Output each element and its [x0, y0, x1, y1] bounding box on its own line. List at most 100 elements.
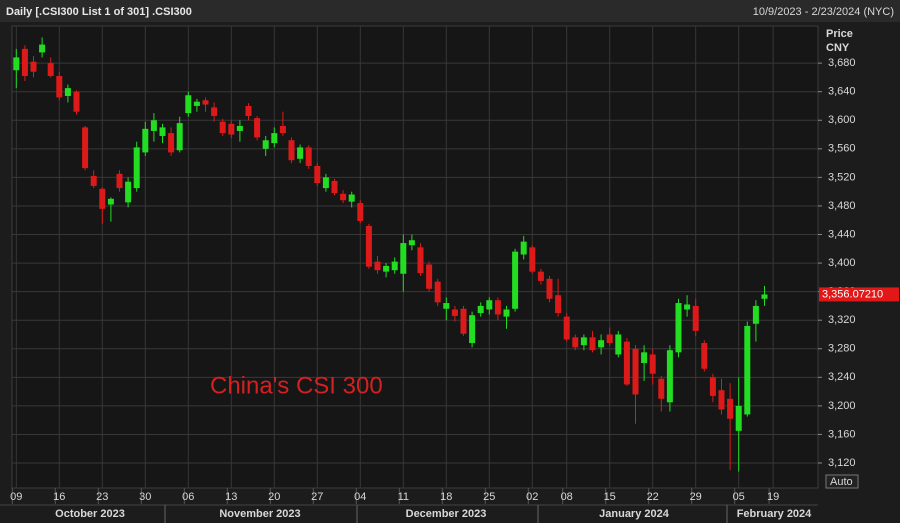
- candle-body: [675, 303, 682, 353]
- candle-body: [761, 294, 768, 299]
- candle-body: [73, 91, 80, 112]
- candle-body: [555, 295, 562, 314]
- candle-body: [503, 309, 510, 317]
- candle-body: [168, 133, 175, 153]
- candle-body: [322, 177, 329, 189]
- candle-body: [572, 337, 579, 348]
- y-tick-label: 3,240: [828, 371, 856, 383]
- candle-body: [615, 334, 622, 355]
- candle-body: [623, 341, 630, 385]
- y-tick-label: 3,600: [828, 114, 856, 126]
- candle-body: [477, 305, 484, 314]
- candle-body: [658, 378, 665, 399]
- candle-body: [649, 354, 656, 374]
- x-tick-label: 02: [526, 491, 538, 503]
- candle-body: [426, 264, 433, 289]
- x-tick-label: 27: [311, 491, 323, 503]
- candle-body: [486, 300, 493, 310]
- candle-body: [142, 128, 149, 153]
- candle-body: [735, 405, 742, 431]
- candle-body: [357, 203, 364, 221]
- y-tick-label: 3,320: [828, 314, 856, 326]
- plot-area: [11, 25, 819, 489]
- annotation: China's CSI 300: [210, 372, 383, 399]
- candle-body: [451, 309, 458, 316]
- y-tick-label: 3,280: [828, 343, 856, 355]
- y-tick-label: 3,160: [828, 428, 856, 440]
- candle-body: [563, 316, 570, 340]
- candle-body: [606, 334, 613, 344]
- x-tick-label: 22: [647, 491, 659, 503]
- month-label: February 2024: [737, 508, 812, 520]
- candle-body: [219, 121, 226, 134]
- candle-body: [512, 251, 519, 309]
- candle-body: [21, 48, 28, 76]
- candle-body: [279, 125, 286, 134]
- candle-body: [417, 247, 424, 274]
- y-tick-label: 3,400: [828, 257, 856, 269]
- last-price-label: 3,356.07210: [822, 288, 883, 300]
- candle-body: [56, 75, 63, 98]
- candle-body: [150, 120, 157, 131]
- x-tick-label: 06: [182, 491, 194, 503]
- candle-body: [47, 63, 54, 76]
- candle-body: [469, 315, 476, 344]
- scale-button[interactable]: [825, 474, 859, 489]
- candle-body: [709, 377, 716, 396]
- month-label: November 2023: [219, 508, 300, 520]
- candle-body: [666, 350, 673, 403]
- x-tick-label: 08: [561, 491, 573, 503]
- x-tick-label: 30: [139, 491, 151, 503]
- x-tick-label: 09: [10, 491, 22, 503]
- candle-body: [159, 127, 166, 136]
- candle-body: [297, 147, 304, 159]
- candle-body: [99, 188, 106, 209]
- candle-body: [262, 140, 269, 149]
- candle-body: [529, 247, 536, 272]
- candle-body: [744, 325, 751, 415]
- candle-body: [408, 240, 415, 246]
- candle-body: [271, 133, 278, 144]
- candle-body: [400, 243, 407, 274]
- candle-body: [176, 123, 183, 151]
- candle-body: [288, 140, 295, 161]
- candle-body: [383, 265, 390, 272]
- y-axis-unit: CNY: [826, 42, 850, 54]
- candle-body: [537, 271, 544, 281]
- x-tick-label: 25: [483, 491, 495, 503]
- x-tick-label: 13: [225, 491, 237, 503]
- candle-body: [202, 100, 209, 105]
- candle-body: [460, 308, 467, 334]
- header-bar: [0, 0, 900, 22]
- month-label: December 2023: [406, 508, 487, 520]
- x-tick-label: 20: [268, 491, 280, 503]
- candle-body: [692, 305, 699, 331]
- candle-body: [116, 173, 123, 189]
- candle-body: [641, 352, 648, 364]
- candle-body: [193, 101, 200, 106]
- last-price-box: [819, 287, 899, 302]
- x-tick-label: 16: [53, 491, 65, 503]
- scale-mode[interactable]: Auto: [830, 476, 853, 488]
- candle-body: [254, 118, 261, 138]
- candle-body: [125, 181, 132, 203]
- candle-body: [598, 340, 605, 348]
- candle-body: [228, 123, 235, 135]
- x-tick-label: 05: [733, 491, 745, 503]
- candle-body: [589, 337, 596, 351]
- candle-body: [133, 147, 140, 189]
- x-tick-label: 11: [398, 491, 409, 503]
- candle-body: [727, 398, 734, 419]
- x-tick-label: 29: [690, 491, 702, 503]
- chart-header: Daily [.CSI300 List 1 of 301] .CSI300: [6, 6, 192, 18]
- candle-body: [494, 300, 501, 315]
- candle-body: [314, 165, 321, 184]
- x-tick-label: 18: [440, 491, 452, 503]
- candle-body: [211, 107, 218, 116]
- candle-body: [331, 180, 338, 194]
- candle-body: [305, 147, 312, 166]
- candle-body: [90, 175, 97, 186]
- y-tick-label: 3,520: [828, 171, 856, 183]
- y-tick-label: 3,560: [828, 143, 856, 155]
